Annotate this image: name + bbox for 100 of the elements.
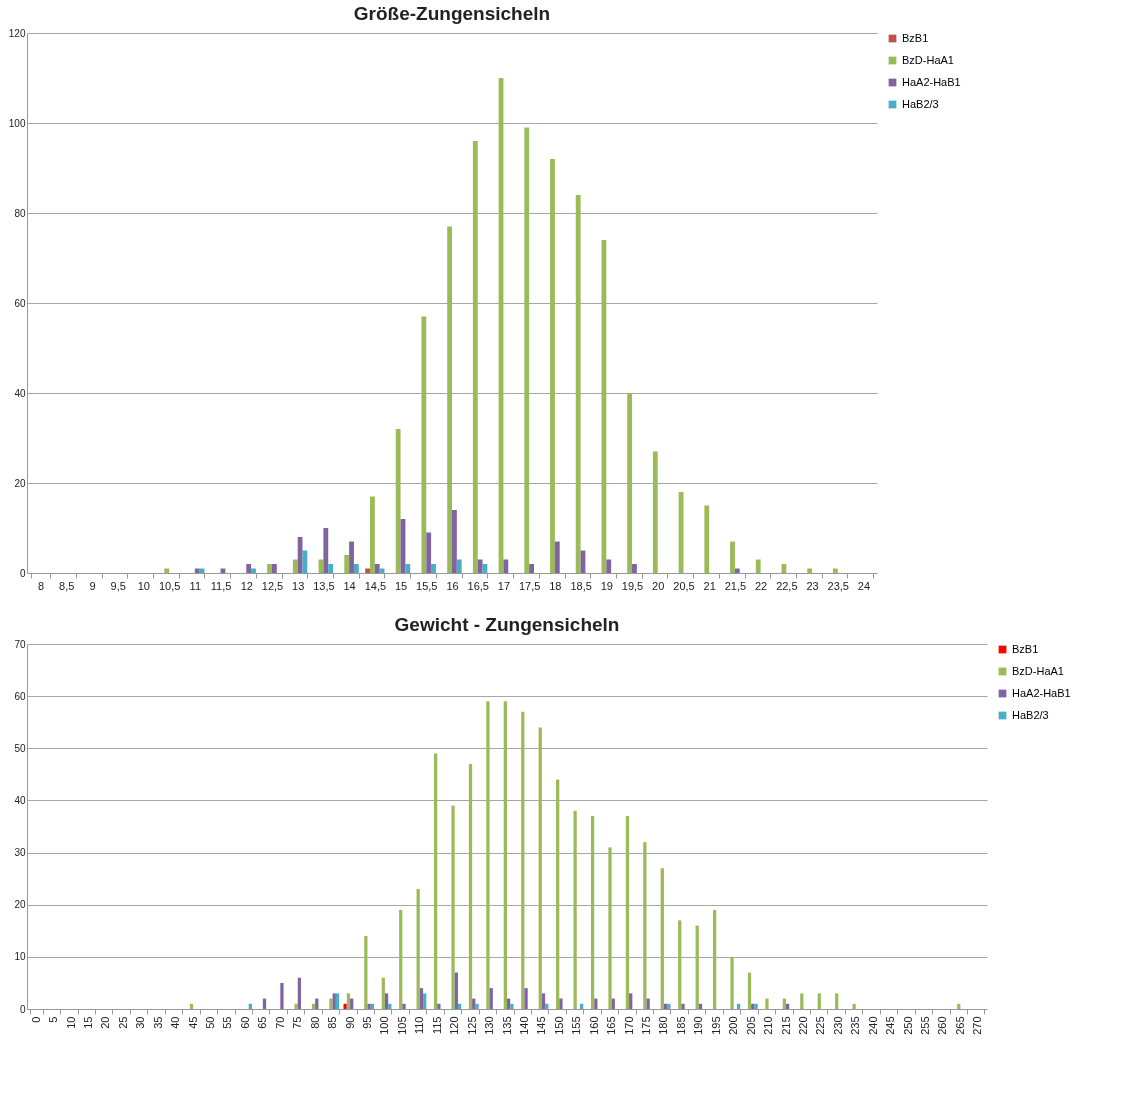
x-tick-label: 230: [831, 1016, 844, 1035]
x-tick-label: 190: [692, 1016, 705, 1035]
bar: [456, 559, 462, 573]
bar: [550, 159, 555, 573]
y-tick-label: 40: [14, 794, 26, 806]
bar: [643, 842, 647, 1009]
x-tick-label: 215: [779, 1016, 792, 1035]
bar: [297, 537, 303, 573]
x-tick-label: 19: [600, 579, 613, 592]
x-tick-label: 175: [640, 1016, 653, 1035]
x-tick-label: 55: [221, 1016, 234, 1029]
bar: [344, 555, 350, 573]
x-tick-label: 11,5: [210, 579, 232, 592]
bar: [503, 701, 507, 1009]
x-tick-label: 45: [186, 1016, 199, 1029]
x-tick-label: 60: [238, 1016, 251, 1029]
x-tick-label: 165: [605, 1016, 618, 1035]
bar: [800, 993, 804, 1009]
bar: [730, 541, 735, 573]
x-tick-label: 180: [657, 1016, 670, 1035]
bar: [297, 977, 302, 1009]
bar: [329, 998, 333, 1009]
bar: [590, 816, 595, 1009]
y-tick-label: 10: [14, 951, 26, 963]
bar: [399, 909, 403, 1009]
bar: [475, 1003, 479, 1009]
bar: [416, 889, 420, 1009]
legend-label: HaB2/3: [1012, 708, 1049, 721]
x-tick-label: 125: [465, 1016, 478, 1035]
x-tick-label: 265: [953, 1016, 966, 1035]
x-tick-label: 10: [64, 1016, 77, 1029]
bar: [194, 568, 200, 573]
bar: [765, 998, 769, 1009]
legend-label: HaA2-HaB1: [902, 75, 961, 88]
bar: [472, 141, 478, 573]
x-tick-label: 105: [395, 1016, 408, 1035]
bar: [349, 541, 354, 573]
legend-label: BzD-HaA1: [902, 53, 954, 66]
x-tick-label: 85: [326, 1016, 339, 1029]
y-tick-label: 20: [14, 899, 26, 911]
x-tick-label: 65: [256, 1016, 269, 1029]
bar: [747, 972, 752, 1009]
bar: [477, 559, 483, 573]
bar: [364, 936, 368, 1009]
x-tick-label: 19,5: [621, 579, 644, 592]
x-tick-label: 9,5: [110, 579, 126, 592]
x-tick-label: 200: [727, 1016, 740, 1035]
x-tick-label: 0: [29, 1016, 42, 1023]
x-tick-label: 250: [901, 1016, 914, 1035]
x-tick-label: 155: [570, 1016, 583, 1035]
bar: [529, 564, 534, 573]
y-tick-label: 20: [14, 477, 26, 489]
bar: [294, 1003, 298, 1009]
bar: [395, 429, 401, 573]
bar: [384, 993, 389, 1009]
y-tick-label: 0: [19, 567, 26, 579]
x-tick-label: 10: [137, 579, 150, 592]
bar: [332, 993, 336, 1009]
x-tick-label: 95: [360, 1016, 373, 1029]
x-tick-label: 24: [857, 579, 871, 592]
x-tick-label: 18,5: [570, 579, 592, 592]
legend-label: BzB1: [1012, 642, 1039, 655]
x-tick-label: 5: [47, 1016, 60, 1023]
bar: [678, 920, 682, 1009]
bar: [437, 1003, 441, 1009]
y-tick-label: 40: [14, 387, 26, 399]
x-tick-label: 260: [936, 1016, 949, 1035]
bar: [734, 568, 740, 573]
bar: [423, 993, 427, 1009]
x-tick-label: 8,5: [59, 579, 75, 592]
bar: [608, 847, 612, 1009]
bar: [421, 316, 427, 573]
x-tick-label: 14: [343, 579, 356, 592]
bar: [559, 998, 563, 1009]
bar: [521, 711, 525, 1009]
bar: [755, 559, 761, 573]
bar: [573, 810, 577, 1009]
x-tick-label: 12,5: [261, 579, 284, 592]
x-tick-label: 255: [919, 1016, 932, 1035]
bar: [381, 977, 385, 1009]
bar: [627, 393, 633, 573]
chart-title: Gewicht - Zungensicheln: [394, 614, 620, 635]
x-tick-label: 235: [849, 1016, 862, 1035]
bar: [419, 988, 424, 1009]
x-tick-label: 245: [884, 1016, 897, 1035]
bar: [632, 564, 637, 573]
x-tick-label: 70: [273, 1016, 286, 1029]
x-tick-label: 220: [796, 1016, 809, 1035]
x-tick-label: 80: [308, 1016, 321, 1029]
x-tick-label: 35: [151, 1016, 164, 1029]
bar: [575, 195, 581, 573]
bar: [367, 1003, 371, 1009]
x-tick-label: 8: [37, 579, 45, 592]
y-tick-label: 0: [19, 1003, 26, 1015]
x-tick-label: 120: [448, 1016, 461, 1035]
bar: [660, 868, 664, 1009]
bar: [323, 528, 329, 573]
bar: [524, 127, 530, 573]
bar: [541, 993, 546, 1009]
x-tick-label: 210: [762, 1016, 775, 1035]
